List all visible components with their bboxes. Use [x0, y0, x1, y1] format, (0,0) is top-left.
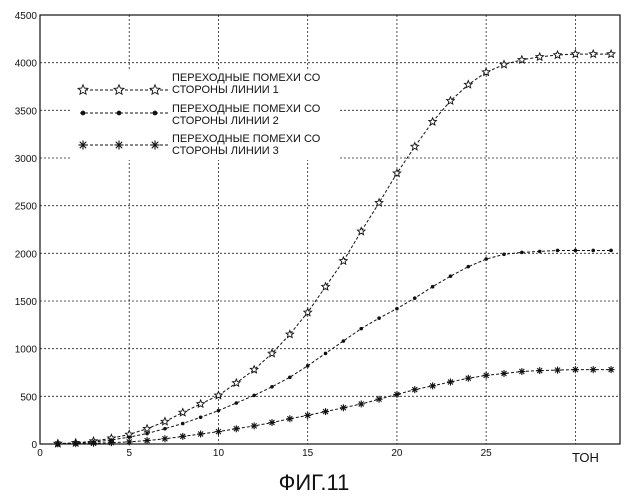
data-point [554, 367, 561, 374]
data-point [467, 265, 471, 269]
data-point [199, 416, 203, 420]
data-point [520, 251, 524, 255]
y-tick-label: 1000 [15, 345, 38, 356]
data-point [447, 379, 454, 386]
data-point [145, 432, 149, 436]
data-point [574, 249, 578, 253]
data-point [306, 364, 310, 368]
data-point [215, 428, 222, 435]
data-point [252, 394, 256, 398]
data-point [324, 352, 328, 356]
x-tick-labels: 0 5 10 15 20 25 [37, 448, 492, 459]
legend-label: СТОРОНЫ ЛИНИИ 1 [172, 84, 279, 96]
data-point [393, 391, 400, 398]
legend-label: ПЕРЕХОДНЫЕ ПОМЕХИ СО [172, 72, 321, 84]
data-point [150, 140, 159, 149]
y-tick-labels: 050010001500200025003000350040004500 [15, 11, 38, 451]
y-tick-label: 1500 [15, 297, 38, 308]
data-point [304, 412, 311, 419]
legend-label: СТОРОНЫ ЛИНИИ 2 [172, 115, 279, 127]
data-point [501, 370, 508, 377]
data-point [609, 249, 613, 253]
data-point [217, 409, 221, 413]
data-point [465, 375, 472, 382]
figure-caption: ФИГ.11 [279, 470, 350, 495]
data-point [429, 382, 436, 389]
data-point [81, 111, 86, 116]
data-point [90, 440, 97, 447]
data-point [449, 274, 453, 278]
data-point [233, 425, 240, 432]
x-axis-label: ТОН [572, 450, 599, 465]
data-point [590, 366, 597, 373]
data-point [144, 437, 151, 444]
y-tick-label: 4500 [15, 11, 38, 22]
data-point [411, 386, 418, 393]
data-point [572, 366, 579, 373]
data-point [269, 419, 276, 426]
data-point [431, 285, 435, 289]
y-tick-label: 4000 [15, 59, 38, 70]
data-point [197, 430, 204, 437]
legend: ПЕРЕХОДНЫЕ ПОМЕХИ СОСТОРОНЫ ЛИНИИ 1ПЕРЕХ… [70, 70, 340, 160]
data-point [377, 316, 381, 320]
data-point [251, 422, 258, 429]
data-point [181, 422, 185, 426]
data-point [153, 111, 158, 116]
x-tick-label: 5 [126, 448, 132, 459]
x-tick-label: 25 [481, 448, 493, 459]
data-point [288, 375, 292, 379]
data-point [502, 252, 506, 256]
data-point [591, 249, 595, 253]
x-tick-label: 10 [213, 448, 225, 459]
data-point [163, 427, 167, 431]
data-point [78, 140, 87, 149]
data-point [161, 435, 168, 442]
data-point [340, 404, 347, 411]
legend-label: СТОРОНЫ ЛИНИИ 3 [172, 145, 279, 157]
x-tick-label: 15 [302, 448, 314, 459]
data-point [518, 368, 525, 375]
y-tick-label: 2500 [15, 202, 38, 213]
data-point [108, 439, 115, 446]
data-point [114, 140, 123, 149]
y-tick-label: 500 [20, 392, 37, 403]
legend-label: ПЕРЕХОДНЫЕ ПОМЕХИ СО [172, 133, 321, 145]
data-point [395, 307, 399, 311]
data-point [484, 257, 488, 261]
x-tick-label: 0 [37, 448, 43, 459]
data-point [483, 372, 490, 379]
data-point [179, 433, 186, 440]
data-point [359, 327, 363, 331]
y-tick-label: 3000 [15, 154, 38, 165]
data-point [538, 250, 542, 254]
data-point [322, 408, 329, 415]
data-point [235, 401, 239, 405]
data-point [536, 367, 543, 374]
data-point [127, 435, 131, 439]
data-point [376, 396, 383, 403]
y-tick-label: 2000 [15, 249, 38, 260]
data-point [117, 111, 122, 116]
data-point [270, 385, 274, 389]
legend-label: ПЕРЕХОДНЫЕ ПОМЕХИ СО [172, 103, 321, 115]
data-point [342, 339, 346, 343]
data-point [608, 366, 615, 373]
data-point [358, 400, 365, 407]
data-point [286, 415, 293, 422]
x-tick-label: 20 [391, 448, 403, 459]
data-point [556, 249, 560, 253]
data-point [413, 296, 417, 300]
y-tick-label: 3500 [15, 106, 38, 117]
